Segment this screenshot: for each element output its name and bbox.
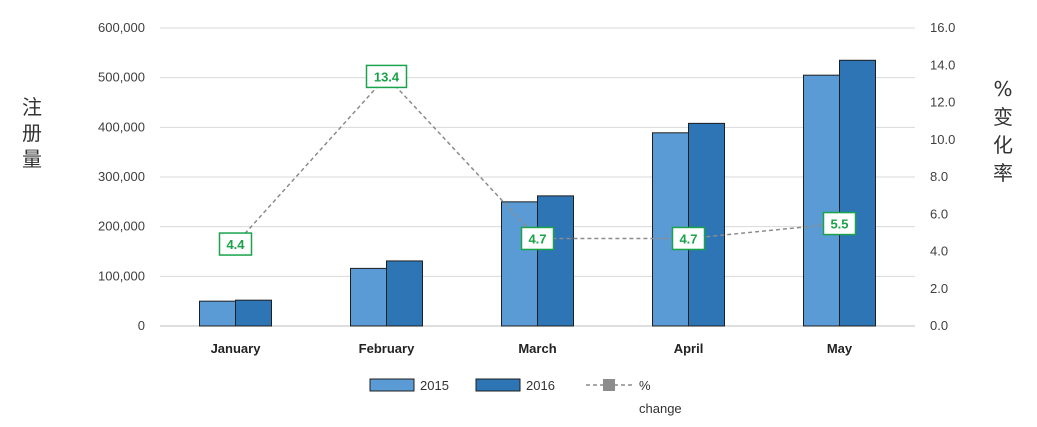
data-label-box <box>671 226 706 251</box>
legend-marker-percent-change <box>603 379 615 391</box>
data-label-box <box>218 232 253 256</box>
data-label: 5.5 <box>830 217 848 232</box>
bar-2016-march <box>537 195 574 327</box>
data-label: 4.7 <box>528 231 546 246</box>
y2-axis-title-char: 化 <box>993 133 1013 157</box>
y2-axis-title-char: 率 <box>993 161 1013 185</box>
x-tick-label: February <box>359 341 415 356</box>
bar-2015-march <box>501 201 538 327</box>
y2-tick-label: 8.0 <box>930 169 948 184</box>
data-label-box <box>365 64 408 89</box>
y-axis-title-char: 注 <box>22 95 42 119</box>
y-tick-label: 300,000 <box>98 169 145 184</box>
y2-tick-label: 12.0 <box>930 95 955 110</box>
y-tick-label: 600,000 <box>98 20 145 35</box>
legend-label: 2016 <box>526 378 555 393</box>
y-tick-label: 400,000 <box>98 119 145 134</box>
legend-swatch-2015 <box>369 378 415 392</box>
legend-label-percent-change: change <box>639 401 682 416</box>
y2-tick-label: 4.0 <box>930 244 948 259</box>
y-tick-label: 100,000 <box>98 268 145 283</box>
x-tick-label: May <box>827 341 853 356</box>
data-label-box <box>822 211 857 236</box>
bar-2016-january <box>235 299 272 327</box>
data-label-box <box>520 226 555 251</box>
data-label: 13.4 <box>374 69 400 84</box>
legend-label-percent-change: % <box>639 378 651 393</box>
bar-2016-may <box>839 59 876 327</box>
y-tick-label: 200,000 <box>98 219 145 234</box>
y2-axis-title-char: % <box>993 77 1012 101</box>
y2-tick-label: 0.0 <box>930 318 948 333</box>
bar-2016-april <box>688 122 725 327</box>
y2-axis-title-char: 变 <box>993 105 1013 129</box>
legend-swatch-2016 <box>475 378 521 392</box>
y2-tick-label: 10.0 <box>930 132 955 147</box>
bar-2015-february <box>350 267 387 327</box>
bar-2015-may <box>803 74 840 327</box>
legend-label: 2015 <box>420 378 449 393</box>
y2-tick-label: 2.0 <box>930 281 948 296</box>
line-percent-change <box>234 75 840 245</box>
data-label: 4.7 <box>679 231 697 246</box>
y-axis-title-char: 册 <box>22 121 42 145</box>
x-tick-label: January <box>211 341 262 356</box>
y-tick-label: 0 <box>138 318 145 333</box>
y-axis-title-char: 量 <box>22 147 42 171</box>
y2-tick-label: 6.0 <box>930 206 948 221</box>
data-label: 4.4 <box>226 237 245 252</box>
x-tick-label: April <box>674 341 704 356</box>
bar-2016-february <box>386 260 423 327</box>
y2-tick-label: 14.0 <box>930 57 955 72</box>
y2-tick-label: 16.0 <box>930 20 955 35</box>
bar-2015-january <box>199 300 236 327</box>
y-tick-label: 500,000 <box>98 70 145 85</box>
x-tick-label: March <box>518 341 556 356</box>
